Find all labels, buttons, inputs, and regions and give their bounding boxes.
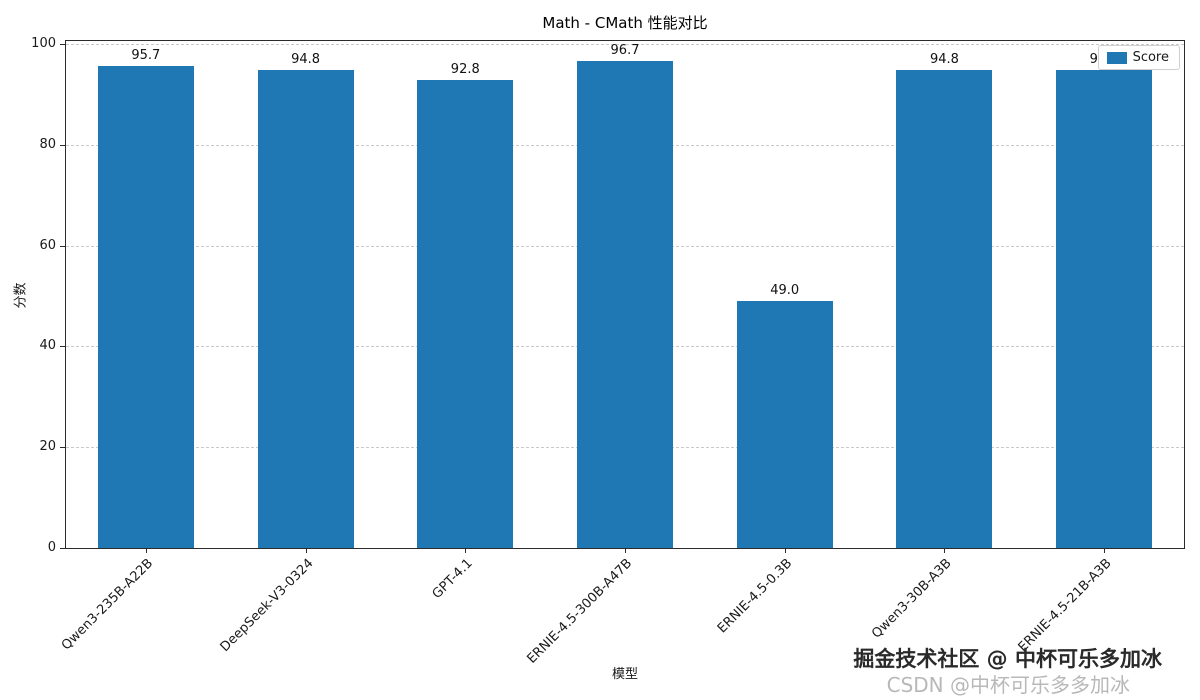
legend-label: Score (1132, 50, 1169, 65)
bar (736, 301, 833, 548)
x-tick-mark (305, 548, 307, 553)
x-tick-label: GPT-4.1 (429, 556, 476, 602)
x-tick-label: Qwen3-30B-A3B (869, 556, 956, 642)
y-tick-label: 100 (31, 36, 56, 51)
bar-value-label: 94.8 (291, 52, 321, 68)
x-tick-label: DeepSeek-V3-0324 (217, 556, 317, 655)
bar (257, 70, 354, 548)
legend-swatch-icon (1106, 51, 1127, 64)
watermark-juejin: 掘金技术社区 @ 中杯可乐多加冰 (853, 647, 1162, 671)
plot-area: 0 20 40 60 80 100 95.7 Qwen3-235B-A22B 94.8 DeepS… (31, 36, 1185, 667)
y-tick-mark (60, 245, 66, 247)
y-tick-mark (60, 346, 66, 348)
y-tick-mark (60, 44, 66, 45)
x-tick-mark (944, 548, 946, 553)
chart-title: Math - CMath 性能对比 (542, 14, 708, 32)
bar (896, 70, 993, 548)
y-tick-mark (60, 447, 66, 449)
bar-value-label: 94.8 (929, 52, 959, 68)
x-tick-label: ERNIE-4.5-300B-A47B (524, 556, 636, 667)
y-tick-label: 60 (39, 237, 56, 253)
x-tick-label: ERNIE-4.5-0.3B (714, 556, 796, 637)
bar-value-label: 96.7 (610, 42, 640, 58)
y-axis-label: 分数 (13, 282, 29, 309)
x-tick-label: ERNIE-4.5-21B-A3B (1015, 556, 1115, 656)
legend: Score (1097, 45, 1180, 70)
x-tick-mark (1104, 548, 1106, 553)
bar-value-label: 92.8 (450, 62, 480, 78)
bar (97, 65, 194, 548)
x-tick-label: Qwen3-235B-A22B (59, 556, 157, 654)
y-tick-label: 80 (39, 136, 56, 152)
x-axis-label: 模型 (611, 667, 638, 682)
y-tick-label: 20 (39, 439, 56, 455)
x-tick-mark (465, 548, 467, 553)
x-tick-mark (145, 548, 147, 553)
y-tick-label: 0 (47, 540, 56, 555)
gridline (66, 44, 1184, 45)
bar (1056, 70, 1153, 548)
y-tick-label: 40 (39, 338, 56, 354)
x-tick-mark (625, 548, 626, 553)
bar-value-label: 49.0 (770, 283, 800, 299)
bar (417, 80, 514, 548)
x-tick-mark (784, 548, 786, 553)
bar-value-label: 95.7 (131, 47, 161, 63)
y-tick-mark (60, 548, 66, 549)
bar (577, 60, 673, 548)
y-tick-mark (60, 144, 66, 146)
watermark-csdn: CSDN @中杯可乐多多加冰 (886, 673, 1130, 697)
